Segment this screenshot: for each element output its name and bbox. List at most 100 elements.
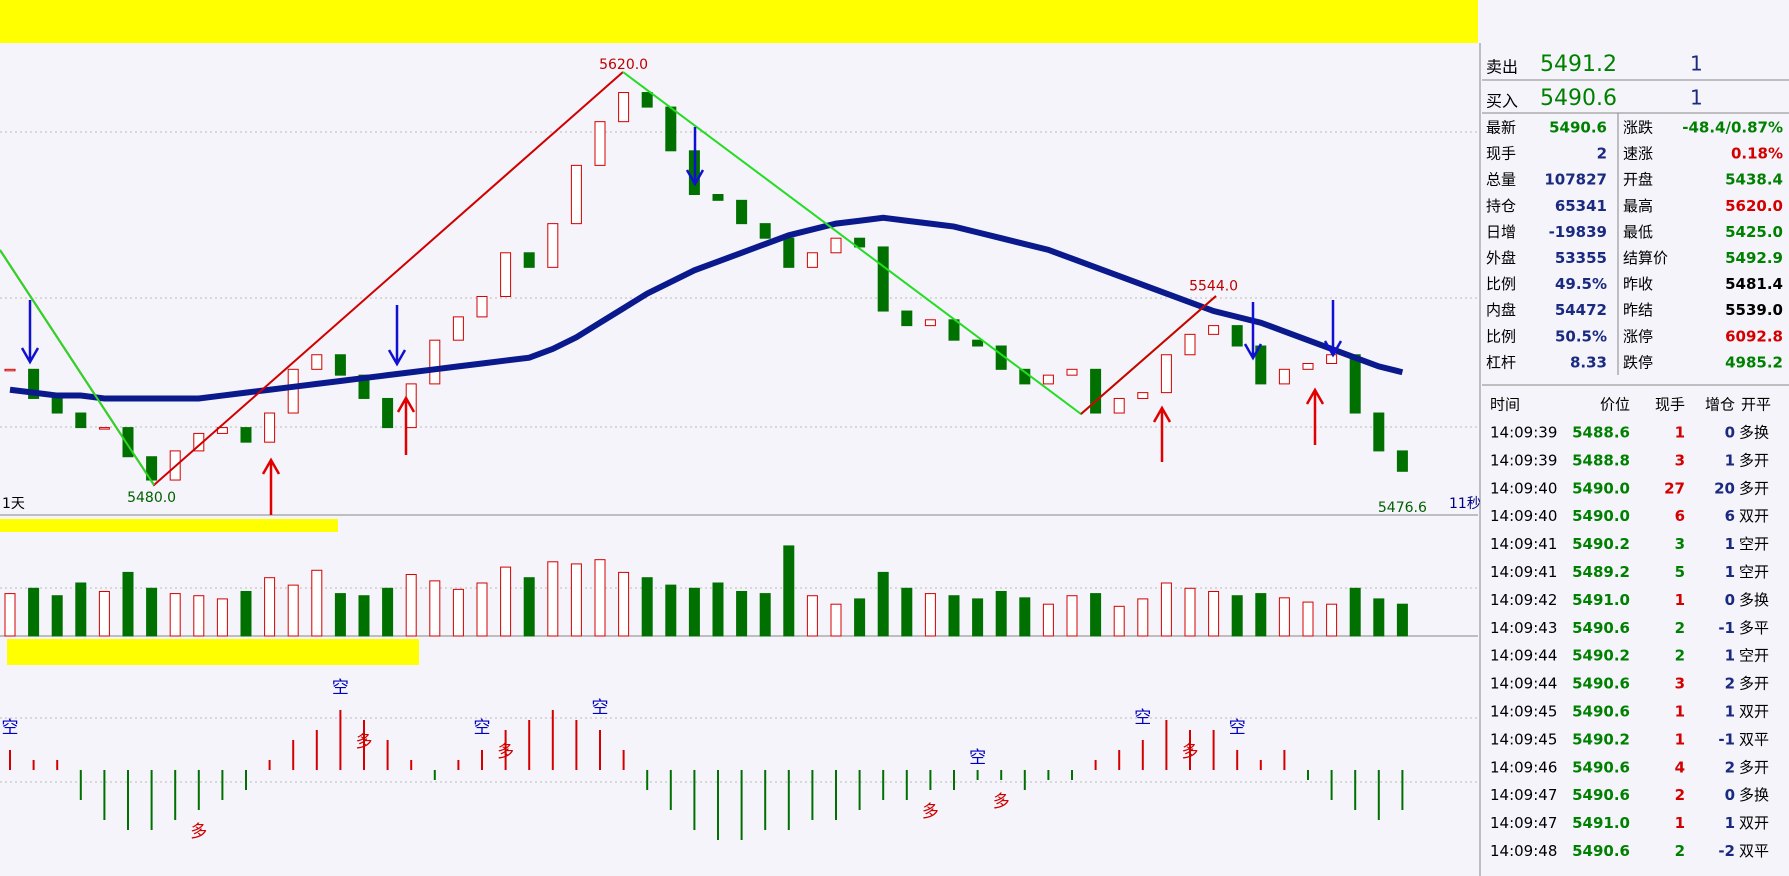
volume-bar (98, 590, 110, 637)
trade-cell: 双平 (1739, 842, 1769, 860)
trade-cell: 多换 (1739, 591, 1769, 609)
trade-cell: 14:09:44 (1490, 675, 1557, 693)
volume-bar (901, 587, 913, 637)
trade-cell: 多开 (1739, 675, 1769, 693)
trade-cell: 4 (1675, 758, 1685, 776)
trade-cell: 2 (1675, 842, 1685, 860)
trade-cell: 14:09:42 (1490, 591, 1557, 609)
volume-bar (476, 582, 488, 637)
trade-cell: 空开 (1739, 563, 1769, 581)
trade-cell: 5490.6 (1572, 786, 1630, 804)
candle (264, 412, 276, 443)
trade-cell: -2 (1718, 842, 1735, 860)
trade-cell: 5490.2 (1572, 647, 1630, 665)
price-annotation: 5480.0 (127, 490, 176, 506)
volume-bar (523, 577, 535, 637)
signal-label: 空 (1229, 718, 1246, 738)
candle (1349, 354, 1361, 414)
signal-label: 空 (474, 718, 491, 738)
stat-label: 结算价 (1623, 249, 1668, 267)
volume-bar (877, 571, 889, 637)
candle (759, 223, 771, 239)
quote-label: 买入 (1486, 92, 1518, 111)
volume-bar (948, 595, 960, 637)
volume-bar (1326, 603, 1338, 637)
trade-cell: 多换 (1739, 424, 1769, 442)
quote-price: 5491.2 (1540, 52, 1617, 77)
candle (877, 246, 889, 312)
trade-cell: 6 (1725, 507, 1735, 525)
volume-bar (688, 587, 700, 637)
trade-cell: 多换 (1739, 786, 1769, 804)
trade-cell: 双开 (1739, 507, 1769, 525)
trade-cell: 2 (1675, 647, 1685, 665)
trade-cell: 3 (1675, 675, 1685, 693)
trade-cell: 1 (1725, 535, 1735, 553)
price-annotation: 5544.0 (1189, 278, 1238, 294)
trade-cell: 0 (1725, 786, 1735, 804)
trade-cell: 14:09:39 (1490, 451, 1557, 469)
candle (523, 252, 535, 268)
candle (1326, 354, 1338, 364)
candle (1066, 368, 1078, 376)
candle (1184, 333, 1196, 356)
trade-cell: 14:09:43 (1490, 619, 1557, 637)
volume-bar (146, 587, 158, 637)
candle (429, 339, 441, 385)
stat-value: 5425.0 (1725, 223, 1783, 241)
candle (452, 316, 464, 341)
trades-header: 开平 (1741, 396, 1771, 414)
volume-bar (1349, 587, 1361, 637)
candle (287, 368, 299, 414)
volume-bar (193, 595, 205, 637)
candle (1090, 368, 1102, 414)
stat-label: 内盘 (1486, 301, 1516, 319)
stat-value: 6092.8 (1725, 327, 1783, 345)
volume-bar (500, 566, 512, 637)
quote-volume: 1 (1690, 52, 1703, 76)
candle (972, 339, 984, 347)
stat-value: -19839 (1549, 223, 1607, 241)
volume-bar (570, 563, 582, 637)
timer-label: 11秒 (1449, 496, 1481, 512)
trade-cell: 5490.6 (1572, 703, 1630, 721)
volume-bar (1302, 601, 1314, 637)
volume-bar (1184, 587, 1196, 637)
stat-label: 昨结 (1623, 301, 1653, 319)
volume-bar (1066, 595, 1078, 637)
candle (51, 397, 63, 414)
signal-label: 多 (993, 792, 1010, 812)
candle (476, 295, 488, 318)
stat-label: 跌停 (1623, 353, 1653, 371)
trade-cell: 1 (1725, 703, 1735, 721)
stat-value: 5438.4 (1725, 171, 1783, 189)
candle (382, 397, 394, 429)
stat-label: 比例 (1486, 275, 1516, 293)
stat-value: 107827 (1544, 171, 1607, 189)
volume-bar (618, 571, 630, 637)
candle (4, 368, 16, 372)
trend-lines (0, 71, 1217, 487)
stat-value: 53355 (1555, 249, 1607, 267)
stat-value: 5490.6 (1549, 119, 1607, 137)
stat-label: 总量 (1486, 171, 1516, 189)
stat-label: 现手 (1486, 145, 1516, 163)
volume-bar (311, 569, 323, 637)
stat-label: 最高 (1623, 197, 1653, 215)
trade-cell: 1 (1725, 451, 1735, 469)
volume-bar (1160, 582, 1172, 637)
redaction-bar (0, 0, 1478, 43)
main-chart (4, 92, 1408, 481)
volume-bar (122, 571, 134, 637)
trade-cell: 6 (1675, 507, 1685, 525)
stat-value: 4985.2 (1725, 353, 1783, 371)
candle (500, 252, 512, 297)
volume-bar (830, 603, 842, 637)
trade-cell: 3 (1675, 535, 1685, 553)
stat-value: 54472 (1555, 301, 1607, 319)
volume-bar (1113, 605, 1125, 637)
signal-label: 多 (356, 732, 373, 752)
candle (924, 319, 936, 327)
volume-bar (1396, 603, 1408, 637)
volume-bar (736, 590, 748, 637)
